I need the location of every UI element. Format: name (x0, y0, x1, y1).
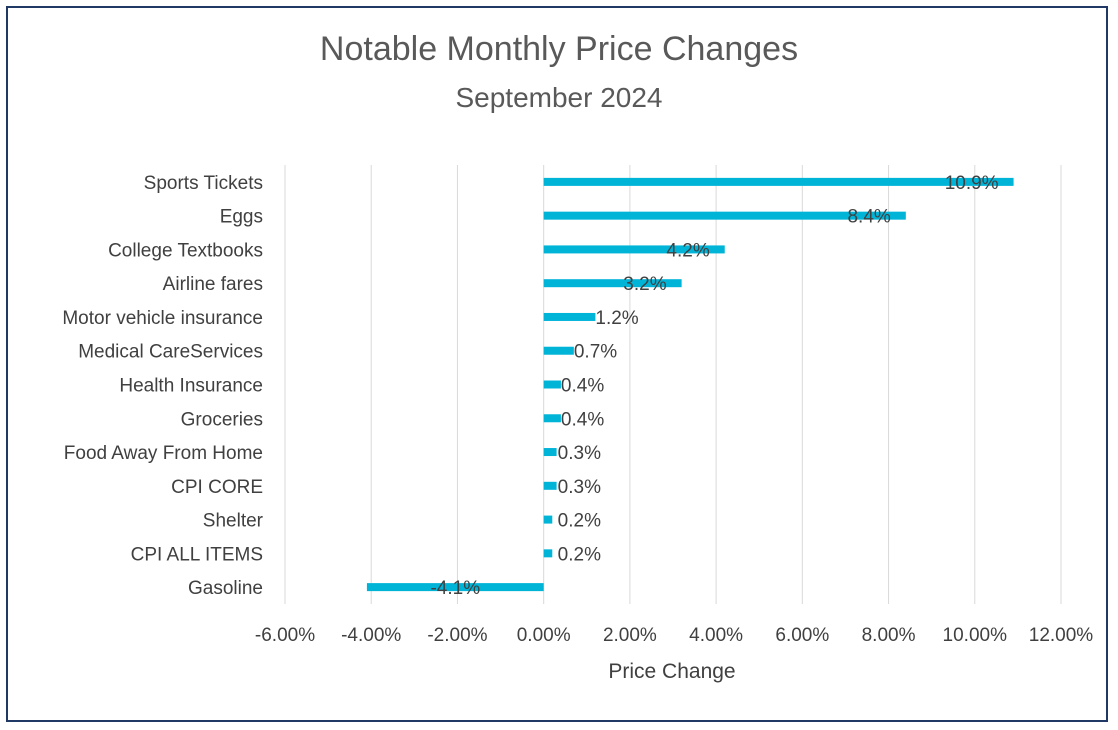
x-tick-label: -2.00% (427, 625, 487, 646)
data-label: 0.4% (561, 376, 604, 397)
bar (543, 245, 725, 254)
data-label: 0.2% (558, 544, 601, 565)
category-label: Groceries (181, 409, 263, 430)
bar (366, 583, 544, 592)
x-tick-label: 2.00% (603, 625, 657, 646)
category-label: Sports Tickets (144, 173, 263, 194)
bar (543, 481, 557, 490)
data-labels: 10.9% 8.4% 4.2%3.2% 1.2% 0.7% 0.4% 0.4% 0.3% 0.3… (430, 173, 998, 599)
category-label: Shelter (203, 511, 264, 532)
category-label: Gasoline (188, 578, 263, 599)
x-tick-label: 0.00% (517, 625, 571, 646)
chart-subtitle: September 2024 (455, 82, 663, 113)
x-tick-label: -6.00% (255, 625, 315, 646)
bar (543, 515, 553, 524)
x-axis-title: Price Change (608, 660, 735, 683)
bars (366, 177, 1014, 592)
data-label: 8.4% (847, 207, 890, 228)
data-label: 0.2% (558, 511, 601, 532)
bar (543, 211, 906, 220)
category-label: Medical CareServices (78, 342, 263, 363)
data-label: 0.7% (574, 342, 617, 363)
data-label: -4.1% (430, 578, 480, 599)
x-tick-label: -4.00% (341, 625, 401, 646)
x-tick-label: 10.00% (943, 625, 1008, 646)
data-label: 4.2% (666, 240, 709, 261)
x-tick-label: 4.00% (689, 625, 743, 646)
category-labels: Sports Tickets Eggs College Textbooks Airli… (62, 173, 263, 599)
chart-frame (6, 6, 1108, 722)
bar (543, 380, 561, 389)
category-label: CPI CORE (171, 477, 263, 498)
category-label: Airline fares (163, 274, 263, 295)
chart-title: Notable Monthly Price Changes (319, 30, 799, 68)
bar (543, 177, 1014, 186)
bar (543, 414, 561, 423)
data-label: 0.4% (561, 409, 604, 430)
x-tick-label: 6.00% (775, 625, 829, 646)
x-tick-label: 12.00% (1029, 625, 1094, 646)
category-label: CPI ALL ITEMS (131, 544, 263, 565)
bar (543, 312, 596, 321)
x-tick-label: 8.00% (862, 625, 916, 646)
data-label: 10.9% (945, 173, 999, 194)
category-label: Motor vehicle insurance (62, 308, 263, 329)
data-label: 0.3% (558, 443, 601, 464)
bar (543, 448, 557, 457)
tick-labels: -6.00% -4.00% -2.00% 0.00% 2.00% 4.00% 6.00% 8.… (255, 625, 1093, 646)
category-label: College Textbooks (108, 240, 263, 261)
data-label: 0.3% (558, 477, 601, 498)
category-label: Health Insurance (119, 376, 263, 397)
bar (543, 549, 553, 558)
bar (543, 346, 574, 355)
bar (543, 279, 682, 288)
gridlines (284, 165, 1062, 604)
data-label: 1.2% (595, 308, 638, 329)
category-label: Food Away From Home (64, 443, 263, 464)
data-label: 3.2% (623, 274, 666, 295)
category-label: Eggs (220, 207, 263, 228)
